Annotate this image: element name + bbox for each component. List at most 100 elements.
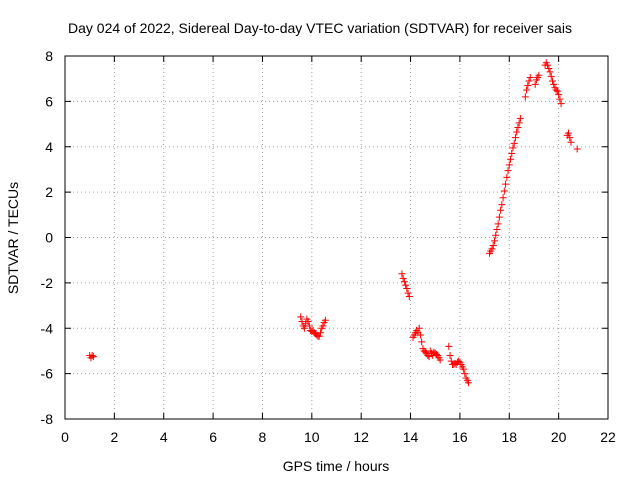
data-point <box>300 324 308 332</box>
data-point <box>556 95 564 103</box>
x-tick-label: 18 <box>501 429 517 445</box>
data-point <box>507 155 515 163</box>
data-point <box>514 123 522 131</box>
x-tick-label: 16 <box>452 429 468 445</box>
data-point <box>523 86 531 94</box>
data-point <box>465 379 473 387</box>
data-point <box>404 289 412 297</box>
data-point <box>416 331 424 339</box>
data-point <box>499 194 507 202</box>
data-point <box>513 128 521 136</box>
data-point <box>488 245 496 253</box>
data-point <box>445 342 453 350</box>
data-point <box>531 80 539 88</box>
x-tick-label: 22 <box>600 429 616 445</box>
data-point <box>525 77 533 85</box>
data-point <box>304 317 312 325</box>
data-point <box>493 226 501 234</box>
data-point <box>566 134 574 142</box>
data-point <box>567 138 575 146</box>
x-tick-label: 2 <box>110 429 118 445</box>
x-tick-label: 6 <box>209 429 217 445</box>
data-point <box>297 313 305 321</box>
data-point <box>503 173 511 181</box>
y-tick-label: 8 <box>45 48 53 64</box>
data-point <box>415 324 423 332</box>
data-point <box>490 237 498 245</box>
x-tick-label: 10 <box>304 429 320 445</box>
data-point <box>398 270 406 278</box>
tick-layer: 0 2 4 6 8 10 12 14 16 18 20 22 -8 -6 -4 -2 0 2 4 6 8 <box>41 48 616 445</box>
data-point <box>402 281 410 289</box>
data-point <box>460 365 468 373</box>
data-point <box>498 201 506 209</box>
data-point <box>547 72 555 80</box>
data-point <box>405 292 413 300</box>
data-point <box>436 356 444 364</box>
chart-title: Day 024 of 2022, Sidereal Day-to-day VTE… <box>68 20 572 36</box>
data-point <box>319 322 327 330</box>
data-point <box>515 119 523 127</box>
data-point <box>495 213 503 221</box>
data-point <box>399 274 407 282</box>
data-point <box>557 100 565 108</box>
x-axis-label: GPS time / hours <box>283 458 390 474</box>
data-point <box>553 87 561 95</box>
data-point <box>509 144 517 152</box>
plot-frame <box>64 55 609 420</box>
data-point <box>88 351 96 359</box>
data-point <box>516 114 524 122</box>
data-point <box>494 220 502 228</box>
data-point <box>89 353 97 361</box>
data-point <box>305 322 313 330</box>
grid-layer <box>65 56 608 419</box>
data-point <box>492 231 500 239</box>
x-tick-label: 14 <box>403 429 419 445</box>
data-point <box>497 206 505 214</box>
data-point <box>552 86 560 94</box>
data-point <box>573 145 581 153</box>
data-point <box>418 338 426 346</box>
y-tick-label: 0 <box>45 230 53 246</box>
data-point <box>505 161 513 169</box>
data-point <box>565 129 573 137</box>
data-point <box>321 316 329 324</box>
y-axis-label: SDTVAR / TECUs <box>5 182 21 294</box>
data-point <box>446 351 454 359</box>
data-point <box>403 285 411 293</box>
y-tick-label: 6 <box>45 93 53 109</box>
data-point <box>544 61 552 69</box>
data-point <box>521 93 529 101</box>
data-point <box>316 329 324 337</box>
y-tick-label: -6 <box>41 366 54 382</box>
y-tick-label: 2 <box>45 184 53 200</box>
data-point-layer <box>86 59 581 387</box>
data-point <box>504 167 512 175</box>
data-point <box>511 134 519 142</box>
data-point <box>550 80 558 88</box>
x-tick-label: 4 <box>160 429 168 445</box>
data-point <box>400 278 408 286</box>
y-tick-label: 4 <box>45 139 53 155</box>
data-point <box>546 68 554 76</box>
data-point <box>489 241 497 249</box>
data-point <box>524 81 532 89</box>
x-tick-label: 8 <box>259 429 267 445</box>
data-point <box>526 74 534 82</box>
data-point <box>510 139 518 147</box>
data-point <box>548 77 556 85</box>
data-point <box>315 332 323 340</box>
data-point <box>555 91 563 99</box>
data-point <box>545 64 553 72</box>
data-point <box>500 187 508 195</box>
data-point <box>508 150 516 158</box>
x-tick-label: 0 <box>61 429 69 445</box>
y-tick-label: -8 <box>41 411 54 427</box>
x-tick-label: 12 <box>353 429 369 445</box>
x-tick-label: 20 <box>551 429 567 445</box>
data-point <box>298 317 306 325</box>
y-tick-label: -2 <box>41 275 54 291</box>
y-tick-label: -4 <box>41 320 54 336</box>
data-point <box>502 180 510 188</box>
